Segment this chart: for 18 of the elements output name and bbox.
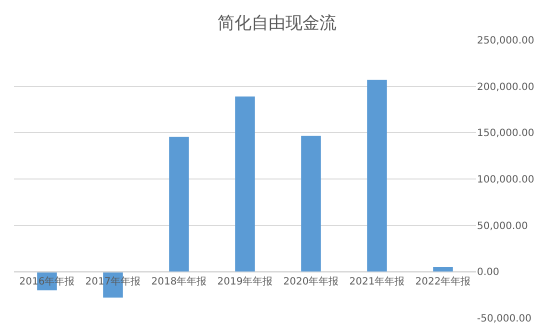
bar (367, 80, 387, 272)
y-tick-label: 250,000.00 (477, 36, 534, 46)
y-tick-label: 0.00 (477, 267, 500, 278)
y-tick-label: 50,000.00 (477, 220, 528, 232)
y-tick-label: 100,000.00 (477, 174, 534, 186)
y-tick-label: 150,000.00 (477, 128, 534, 140)
chart-title: 简化自由现金流 (218, 13, 336, 34)
bar (433, 267, 453, 272)
x-tick-label: 2020年年报 (283, 276, 339, 288)
x-tick-label: 2021年年报 (349, 276, 405, 288)
y-tick-label: 200,000.00 (477, 82, 534, 93)
bar (301, 136, 321, 272)
x-tick-label: 2019年年报 (217, 276, 273, 288)
bar (235, 96, 255, 272)
bar (169, 136, 189, 272)
x-tick-label: 2018年年报 (151, 276, 207, 288)
y-tick-label: -50,000.00 (477, 314, 532, 324)
x-tick-label: 2022年年报 (415, 276, 471, 288)
